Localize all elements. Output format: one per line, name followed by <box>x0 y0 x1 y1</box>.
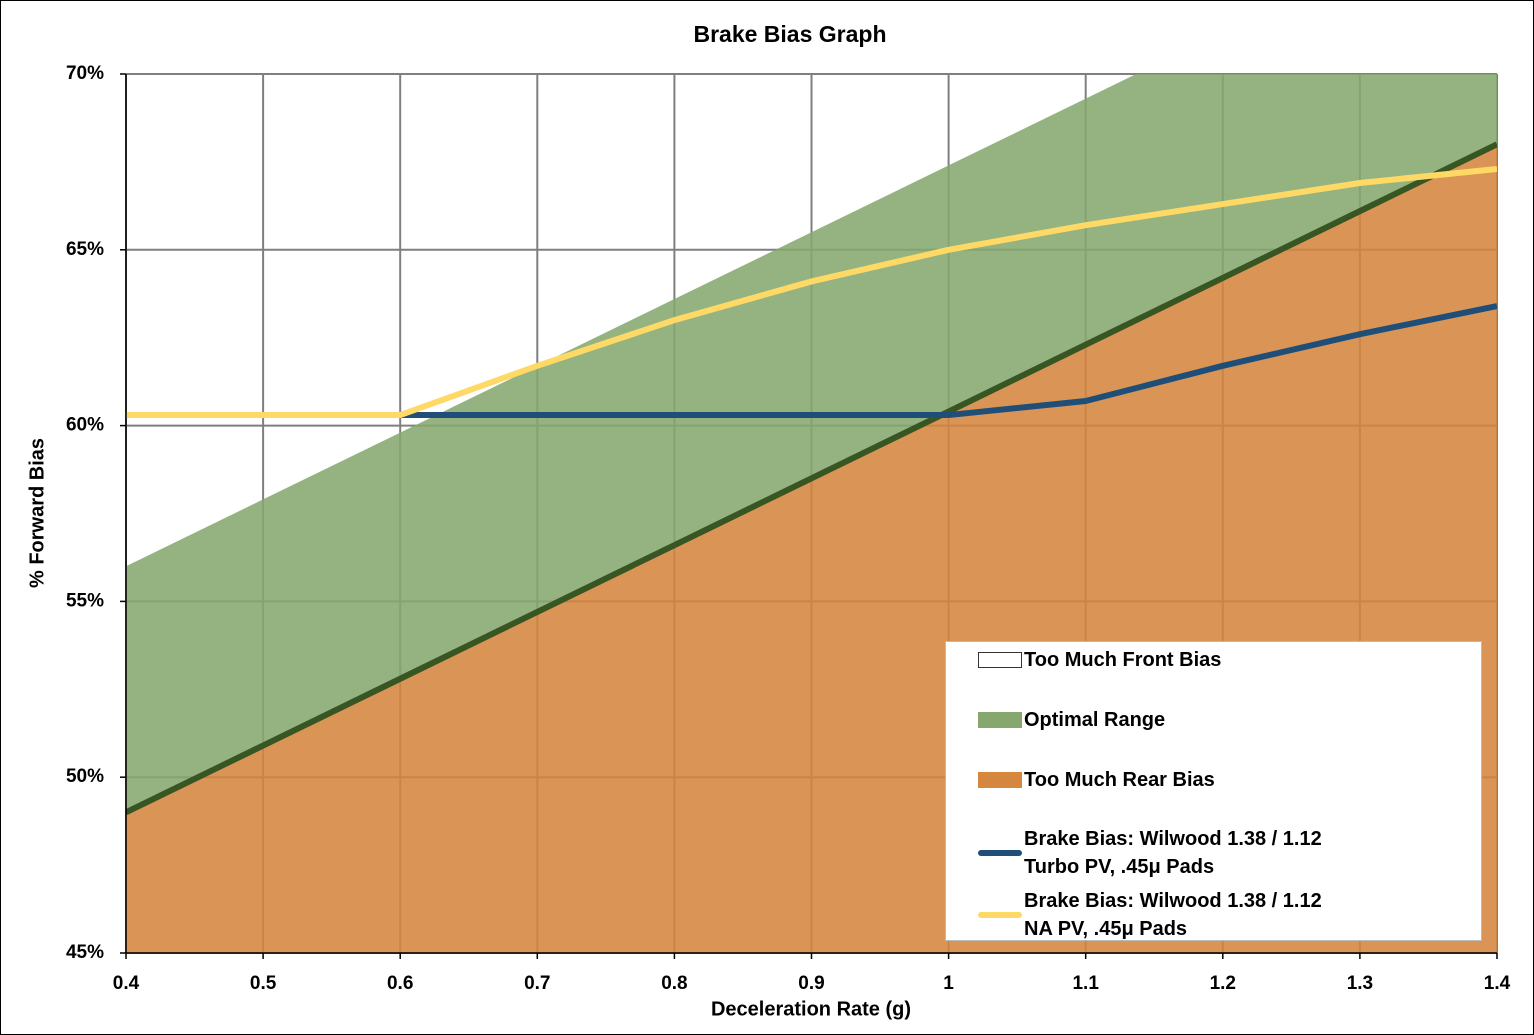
legend-label: Too Much Rear Bias <box>1024 769 1215 791</box>
x-tick-label: 0.4 <box>113 973 140 994</box>
x-axis-title: Deceleration Rate (g) <box>711 998 911 1020</box>
y-tick-label: 50% <box>66 766 104 787</box>
y-tick-label: 55% <box>66 590 104 611</box>
y-tick-label: 70% <box>66 63 104 84</box>
legend-swatch <box>978 772 1022 788</box>
legend-label: Brake Bias: Wilwood 1.38 / 1.12 Turbo PV… <box>1024 828 1322 878</box>
legend-label: Optimal Range <box>1024 709 1166 731</box>
y-tick-label: 45% <box>66 942 104 963</box>
x-tick-label: 1.2 <box>1210 973 1236 994</box>
area-border <box>126 141 1497 816</box>
legend-item: Brake Bias: Wilwood 1.38 / 1.12 Turbo PV… <box>946 825 1322 881</box>
legend-item: Brake Bias: Wilwood 1.38 / 1.12 NA PV, .… <box>946 887 1322 943</box>
x-tick-label: 1 <box>943 973 954 994</box>
y-axis-title: % Forward Bias <box>26 438 48 588</box>
legend-label: Too Much Front Bias <box>1024 649 1222 671</box>
legend-item: Too Much Front Bias <box>946 646 1221 674</box>
x-tick-label: 1.4 <box>1484 973 1511 994</box>
y-tick-label: 65% <box>66 239 104 260</box>
x-tick-label: 0.6 <box>387 973 413 994</box>
legend-swatch <box>978 652 1022 668</box>
legend-swatch <box>978 850 1022 856</box>
legend-item: Too Much Rear Bias <box>946 766 1215 794</box>
line <box>126 165 1497 419</box>
chart-title: Brake Bias Graph <box>693 21 886 47</box>
legend-swatch <box>978 712 1022 728</box>
legend-swatch <box>978 912 1022 918</box>
x-tick-label: 0.9 <box>798 973 824 994</box>
x-tick-label: 1.1 <box>1072 973 1099 994</box>
y-tick-label: 60% <box>66 415 104 436</box>
legend-label: Brake Bias: Wilwood 1.38 / 1.12 NA PV, .… <box>1024 890 1322 940</box>
area <box>126 74 1497 813</box>
legend-item: Optimal Range <box>946 706 1165 734</box>
x-tick-label: 0.8 <box>661 973 687 994</box>
legend: Too Much Front Bias Optimal Range Too Much… <box>945 641 1482 941</box>
axes: 45% 50% 55% 60% 65% 70% 0.4 0.5 0.6 0.7 0.8 0.9 1 1.1… <box>66 63 1511 994</box>
x-tick-label: 0.5 <box>250 973 277 994</box>
x-tick-label: 1.3 <box>1347 973 1373 994</box>
x-tick-label: 0.7 <box>524 973 550 994</box>
